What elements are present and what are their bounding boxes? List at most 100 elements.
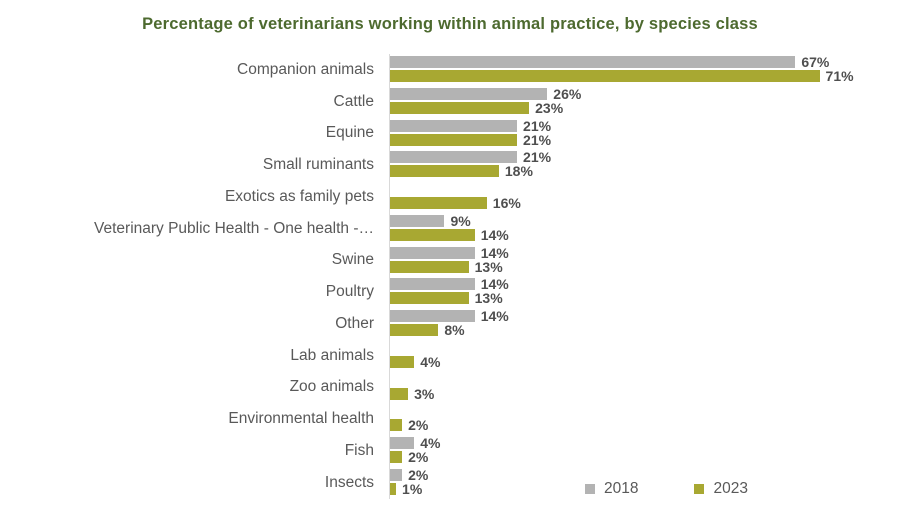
bar-line-2023: 2% (390, 449, 900, 465)
bar-2023 (390, 197, 487, 209)
chart-row: Swine 14% 13% (0, 244, 900, 277)
bar-line-2018: 4% (390, 436, 900, 450)
bar-2023 (390, 70, 820, 82)
chart-row: Exotics as family pets 16% (0, 181, 900, 213)
bar-line-2023: 21% (390, 131, 900, 148)
bar-2023 (390, 482, 397, 495)
bar-line-2023: 13% (390, 290, 900, 307)
bar-line-2023: 16% (390, 195, 900, 211)
category-label: Swine (331, 251, 374, 269)
bar-2023 (390, 260, 469, 273)
bar-2018 (390, 56, 796, 68)
bar-chart-plot-area: Companion animals 67% 71% Cattle 26% 23% Equin… (0, 54, 900, 499)
bar-group: 2% 1% (389, 466, 900, 499)
bar-group: 67% 71% (389, 54, 900, 86)
bar-2023 (390, 133, 518, 146)
bar-group: 21% 21% (389, 117, 900, 150)
bar-2018 (390, 214, 445, 227)
bar-line-2023: 8% (390, 322, 900, 338)
bar-group: 14% 8% (389, 308, 900, 340)
category-label: Small ruminants (262, 156, 374, 174)
bar-group: 2% (389, 403, 900, 435)
bar-group: 14% 13% (389, 244, 900, 277)
bar-2023 (390, 228, 475, 241)
bar-line-2018: 14% (390, 244, 900, 261)
value-label-2023: 23% (535, 99, 564, 116)
value-label-2023: 8% (444, 322, 465, 338)
bar-line-2023: 2% (390, 417, 900, 434)
chart-row: Other 14% 8% (0, 308, 900, 340)
bar-line-2018 (390, 342, 900, 354)
value-label-2023: 18% (504, 163, 533, 180)
bar-line-2018 (390, 374, 900, 386)
value-label-2023: 13% (474, 258, 503, 275)
bar-line-2023: 4% (390, 353, 900, 370)
value-label-2018: 21% (523, 149, 552, 166)
bar-2018 (390, 278, 475, 291)
chart-row: Veterinary Public Health - One health -…… (0, 212, 900, 245)
value-label-2023: 2% (408, 449, 429, 465)
bar-2018 (390, 246, 475, 259)
legend-label-2018: 2018 (604, 480, 639, 497)
category-label: Lab animals (290, 346, 374, 364)
value-label-2023: 16% (492, 195, 521, 211)
bar-line-2023: 1% (390, 482, 900, 496)
chart-row: Cattle 26% 23% (0, 85, 900, 118)
bar-group: 4% 2% (389, 435, 900, 467)
category-label: Fish (344, 441, 374, 459)
bar-line-2023: 3% (390, 387, 900, 401)
bar-2023 (390, 324, 439, 336)
category-label: Poultry (325, 283, 374, 301)
bar-2023 (390, 355, 415, 368)
bar-2023 (390, 165, 499, 178)
chart-row: Small ruminants 21% 18% (0, 149, 900, 181)
bar-2018 (390, 468, 403, 481)
bar-line-2018: 14% (390, 308, 900, 324)
category-label: Other (335, 314, 374, 332)
value-label-2018: 14% (480, 276, 509, 293)
value-label-2023: 71% (825, 68, 854, 84)
bar-group: 3% (389, 371, 900, 404)
category-label: Companion animals (237, 60, 374, 78)
bar-line-2018: 9% (390, 214, 900, 228)
legend-swatch-2018 (585, 483, 595, 494)
bar-2018 (390, 310, 475, 322)
value-label-2018: 21% (523, 117, 552, 134)
bar-group: 9% 14% (389, 212, 900, 245)
bar-2018 (390, 119, 518, 132)
value-label-2023: 4% (420, 353, 441, 370)
category-label: Veterinary Public Health - One health -… (94, 219, 374, 237)
value-label-2018: 2% (408, 466, 429, 483)
bar-2023 (390, 387, 409, 400)
category-label: Exotics as family pets (224, 187, 374, 205)
bar-group: 4% (389, 339, 900, 372)
chart-row: Lab animals 4% (0, 339, 900, 372)
bar-group: 26% 23% (389, 85, 900, 118)
bar-line-2018: 67% (390, 54, 900, 70)
value-label-2023: 21% (523, 131, 552, 148)
value-label-2018: 14% (480, 308, 509, 324)
chart-row: Companion animals 67% 71% (0, 54, 900, 86)
value-label-2023: 13% (474, 290, 503, 307)
bar-2018 (390, 437, 415, 449)
chart-row: Poultry 14% 13% (0, 276, 900, 308)
bar-group: 14% 13% (389, 276, 900, 308)
bar-line-2018: 26% (390, 87, 900, 101)
bar-line-2023: 13% (390, 258, 900, 275)
value-label-2023: 14% (480, 226, 509, 243)
legend-swatch-2023 (694, 483, 705, 494)
bar-line-2018: 14% (390, 276, 900, 293)
chart-row: Zoo animals 3% (0, 371, 900, 404)
value-label-2018: 14% (480, 244, 509, 261)
value-label-2023: 2% (408, 417, 429, 434)
bar-2023 (390, 419, 403, 432)
bar-line-2023: 23% (390, 99, 900, 116)
bar-line-2023: 18% (390, 163, 900, 180)
chart-title: Percentage of veterinarians working with… (142, 15, 758, 33)
bar-2023 (390, 451, 403, 463)
value-label-2018: 67% (801, 54, 830, 70)
chart-row: Insects 2% 1% (0, 466, 900, 499)
category-label: Zoo animals (289, 378, 374, 396)
bar-2018 (390, 151, 518, 164)
